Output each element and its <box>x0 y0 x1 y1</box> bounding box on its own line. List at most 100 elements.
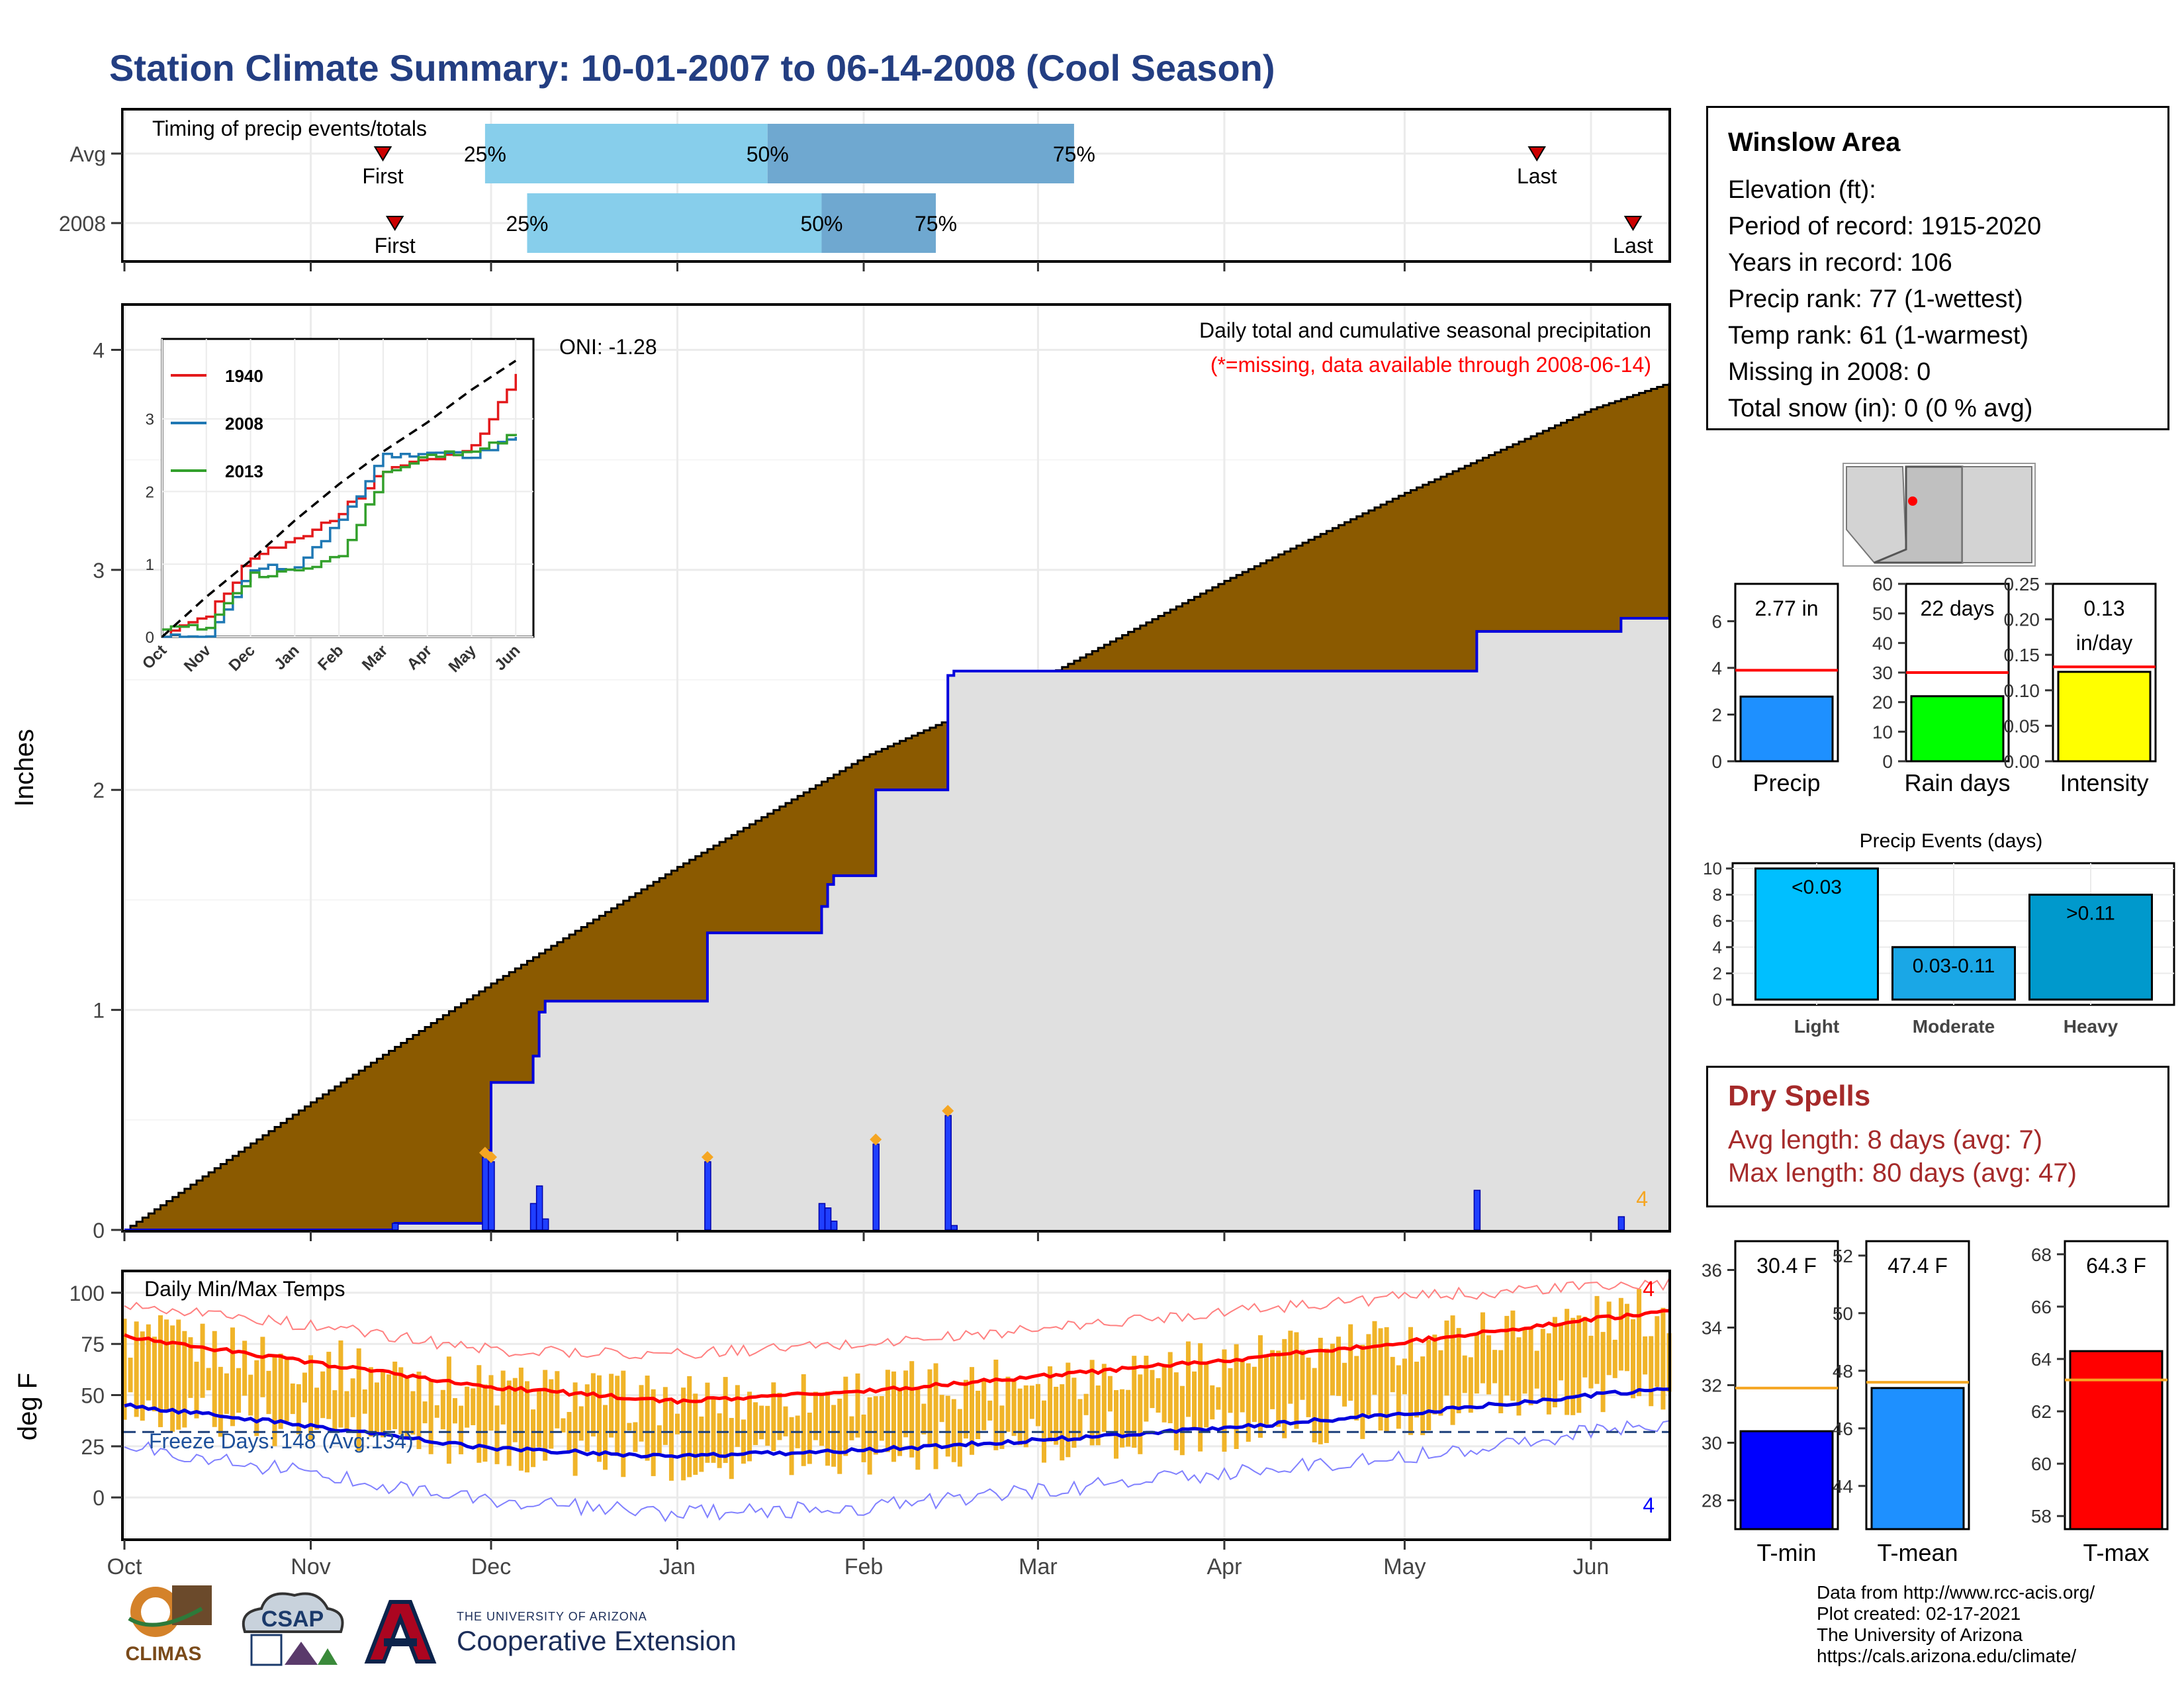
temp-summary-tick-label: 50 <box>1833 1303 1853 1324</box>
timing-pct-label: 50% <box>800 212 842 236</box>
freeze-days-label: Freeze Days: 148 (Avg:134) <box>149 1429 414 1453</box>
daily-temp-bar <box>260 1336 265 1397</box>
event-category-label: Heavy <box>2064 1016 2118 1037</box>
daily-temp-bar <box>1054 1386 1059 1445</box>
timing-panel: 25% 50% 75% First Last Avg 25% 50% 75% First Last 2… <box>59 108 1671 271</box>
daily-temp-bar <box>753 1402 758 1445</box>
temp-summary-tick-label: 52 <box>1833 1246 1853 1266</box>
first-marker <box>373 146 392 162</box>
daily-temp-bar <box>1048 1366 1053 1442</box>
inset-series-2008 <box>162 437 518 638</box>
daily-temp-bar <box>1161 1366 1167 1423</box>
daily-temp-bar <box>218 1366 223 1437</box>
summary-bars: 0 2 4 6 2.77 in Precip 0 10 20 30 40 50 60 22 days Rai… <box>1711 574 2157 796</box>
precip-corner-label: 4 <box>1636 1187 1648 1211</box>
max-precip-diamond <box>484 1150 497 1163</box>
footer-line: Data from http://www.rcc-acis.org/ <box>1817 1582 2095 1603</box>
last-marker-label: Last <box>1613 234 1653 258</box>
inset-y-tick: 2 <box>146 483 154 501</box>
daily-temp-bar <box>867 1397 872 1475</box>
daily-temp-bar <box>164 1319 169 1410</box>
summary-bar-intensity <box>2057 671 2152 763</box>
precip-tick-label: 2 <box>93 778 105 802</box>
daily-precip-bar <box>529 1203 537 1231</box>
daily-temp-bar <box>1288 1331 1293 1404</box>
daily-temp-bar <box>561 1418 566 1432</box>
daily-temp-bar <box>1066 1362 1071 1458</box>
daily-temp-bar <box>465 1386 470 1428</box>
daily-temp-bar <box>392 1361 398 1429</box>
summary-tick-label: 4 <box>1711 658 1722 679</box>
precip-subtitle: (*=missing, data available through 2008-… <box>1210 353 1651 377</box>
inset-frame <box>161 338 535 638</box>
daily-temp-bar <box>1107 1376 1113 1412</box>
dry-spells-line: Avg length: 8 days (avg: 7) <box>1728 1125 2043 1154</box>
observed-cumulative-area <box>124 618 1669 1230</box>
daily-temp-bar <box>1618 1297 1623 1371</box>
daily-temp-bar <box>362 1389 367 1414</box>
daily-temp-bar <box>759 1405 764 1440</box>
svg-text:CLIMAS: CLIMAS <box>126 1643 202 1665</box>
daily-temp-bar <box>1101 1364 1107 1432</box>
daily-temp-bar <box>440 1389 445 1430</box>
summary-tick-label: 0 <box>1882 751 1893 772</box>
daily-temp-bar <box>873 1396 878 1455</box>
daily-temp-bar <box>314 1387 320 1430</box>
temp-summary-value: 64.3 F <box>2086 1254 2146 1278</box>
daily-temp-bar <box>482 1384 488 1462</box>
daily-temp-bar <box>428 1380 433 1454</box>
summary-tick-label: 0.00 <box>2004 751 2040 772</box>
precip-tick-label: 0 <box>93 1219 105 1243</box>
timing-pct-label: 50% <box>747 142 789 166</box>
timing-label: Timing of precip events/totals <box>152 117 427 140</box>
daily-temp-bar <box>1528 1327 1533 1405</box>
daily-temp-bar <box>633 1422 638 1452</box>
daily-temp-bar <box>981 1380 987 1430</box>
record-min-line <box>124 1420 1670 1523</box>
temp-panel: 0 25 50 75 100 deg F Daily Min/Max Temps Freeze… <box>13 1270 1672 1541</box>
daily-temp-bar <box>1516 1337 1522 1416</box>
month-tick-label: May <box>1383 1554 1426 1579</box>
daily-temp-bar <box>970 1367 975 1455</box>
daily-temp-bar <box>1420 1356 1426 1436</box>
daily-temp-bar <box>1120 1389 1125 1448</box>
daily-temp-bar <box>1132 1356 1137 1448</box>
daily-temp-bar <box>1294 1332 1299 1429</box>
precip-ylabel: Inches <box>10 729 39 807</box>
daily-temp-bar <box>885 1370 890 1452</box>
daily-temp-bar <box>1390 1356 1395 1393</box>
temp-summary-tick-label: 68 <box>2031 1244 2052 1265</box>
summary-bar-precip <box>1739 695 1834 763</box>
daily-temp-bar <box>1444 1320 1449 1396</box>
daily-temp-bar <box>1372 1321 1377 1395</box>
daily-precip-bar <box>391 1223 399 1231</box>
inset-legend-label: 2013 <box>225 461 263 481</box>
temp-tick-label: 100 <box>69 1282 105 1305</box>
daily-temp-bar <box>843 1376 848 1456</box>
temp-corner-red: 4 <box>1643 1277 1655 1301</box>
daily-temp-bar <box>266 1370 271 1415</box>
daily-temp-bar <box>1336 1336 1342 1396</box>
daily-temp-bar <box>320 1371 326 1419</box>
daily-temp-bar <box>1011 1380 1017 1436</box>
events-tick-label: 2 <box>1713 963 1722 983</box>
daily-temp-bar <box>206 1368 211 1391</box>
daily-temp-bar <box>1306 1357 1311 1417</box>
daily-temp-bar <box>422 1401 428 1424</box>
daily-precip-bar <box>1617 1216 1625 1231</box>
summary-tick-label: 10 <box>1872 722 1893 742</box>
daily-temp-bar <box>1312 1368 1317 1442</box>
daily-precip-bar <box>818 1203 826 1231</box>
daily-temp-bar <box>596 1375 602 1462</box>
daily-temp-bar <box>1095 1385 1101 1446</box>
daily-temp-bar <box>1270 1350 1275 1409</box>
footer-line: The University of Arizona <box>1817 1624 2023 1645</box>
daily-temp-bar <box>398 1367 404 1434</box>
daily-temp-bar <box>765 1405 770 1446</box>
max-precip-diamond <box>942 1105 954 1117</box>
temp-tick-label: 25 <box>81 1435 105 1459</box>
timing-pct-label: 25% <box>506 212 548 236</box>
daily-temp-bar <box>861 1414 866 1462</box>
daily-temp-bar <box>939 1395 944 1423</box>
daily-precip-bar <box>944 1115 952 1231</box>
